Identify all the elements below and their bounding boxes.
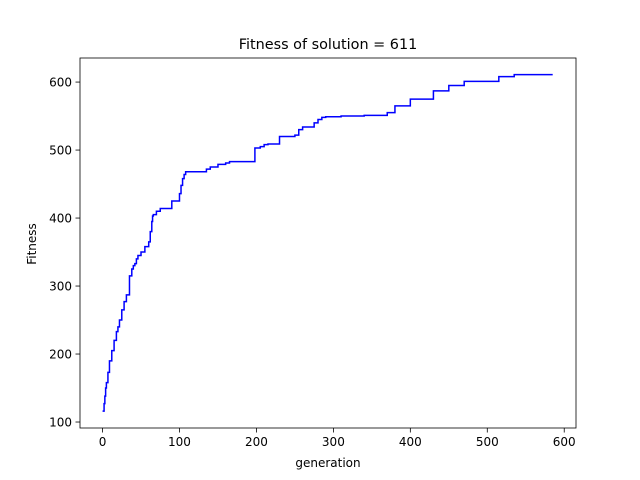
plot-area <box>79 57 577 429</box>
x-tick-label: 100 <box>168 435 191 449</box>
x-axis-label: generation <box>295 456 360 470</box>
axis-ticks: 0 100 200 300 400 500 600 100 200 300 400 500 600 <box>49 75 576 449</box>
axes-frame <box>79 57 577 429</box>
x-tick-label: 200 <box>245 435 268 449</box>
x-tick-label: 500 <box>476 435 499 449</box>
y-tick-label: 200 <box>49 347 72 361</box>
y-tick-label: 600 <box>49 75 72 89</box>
y-tick-label: 300 <box>49 279 72 293</box>
y-tick-label: 100 <box>49 415 72 429</box>
y-axis-label: Fitness <box>25 223 39 265</box>
series-line-0 <box>102 73 553 412</box>
y-tick-label: 400 <box>49 211 72 225</box>
x-tick-label: 0 <box>99 435 107 449</box>
x-tick-label: 600 <box>553 435 576 449</box>
chart-title: Fitness of solution = 611 <box>239 37 418 53</box>
y-tick-label: 500 <box>49 143 72 157</box>
x-tick-label: 300 <box>322 435 345 449</box>
x-tick-label: 400 <box>399 435 422 449</box>
